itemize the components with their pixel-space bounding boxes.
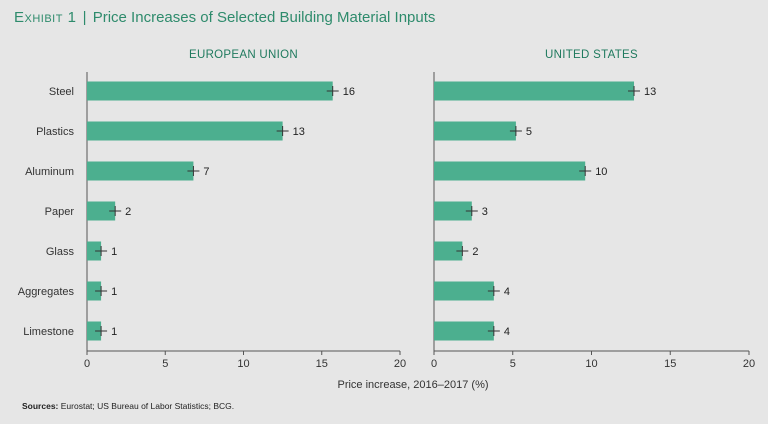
- bar-european-union-glass: [87, 241, 102, 261]
- title-text: Price Increases of Selected Building Mat…: [92, 9, 436, 26]
- chart-title: Exhibit 1 | Price Increases of Selected …: [14, 9, 435, 26]
- category-label-aggregates: Aggregates: [18, 286, 75, 298]
- x-tick-label-united-states-5: 5: [510, 358, 516, 370]
- value-label-european-union-aggregates: 1: [111, 286, 117, 298]
- value-label-united-states-aluminum: 10: [595, 166, 607, 178]
- bar-european-union-aggregates: [87, 281, 102, 301]
- bar-united-states-aggregates: [434, 281, 494, 301]
- value-label-european-union-plastics: 13: [293, 126, 305, 138]
- value-label-united-states-aggregates: 4: [504, 286, 510, 298]
- bar-united-states-paper: [434, 201, 472, 221]
- panel-title-european-union: EUROPEAN UNION: [189, 49, 298, 61]
- bar-united-states-glass: [434, 241, 463, 261]
- value-label-united-states-steel: 13: [644, 86, 656, 98]
- value-label-european-union-limestone: 1: [111, 326, 117, 338]
- panel-title-united-states: UNITED STATES: [545, 49, 638, 61]
- value-label-united-states-plastics: 5: [526, 126, 532, 138]
- x-tick-label-european-union-15: 15: [316, 358, 328, 370]
- title-separator: |: [82, 9, 87, 26]
- x-tick-label-european-union-10: 10: [237, 358, 249, 370]
- sources-note: Sources: Eurostat; US Bureau of Labor St…: [22, 401, 234, 411]
- x-tick-label-european-union-0: 0: [84, 358, 90, 370]
- bar-united-states-limestone: [434, 321, 494, 341]
- x-tick-label-european-union-20: 20: [394, 358, 406, 370]
- chart-area: Steel Plastics Aluminum Paper Glass Aggregate…: [18, 49, 755, 391]
- category-label-limestone: Limestone: [23, 326, 74, 338]
- sources-text: Eurostat; US Bureau of Labor Statistics;…: [60, 401, 235, 411]
- bar-european-union-plastics: [87, 121, 283, 141]
- x-tick-label-united-states-20: 20: [743, 358, 755, 370]
- value-label-united-states-paper: 3: [482, 206, 488, 218]
- category-label-glass: Glass: [46, 246, 75, 258]
- x-tick-label-united-states-0: 0: [431, 358, 437, 370]
- value-label-united-states-glass: 2: [472, 246, 478, 258]
- value-label-united-states-limestone: 4: [504, 326, 510, 338]
- x-tick-label-united-states-15: 15: [664, 358, 676, 370]
- category-label-steel: Steel: [49, 86, 74, 98]
- bar-united-states-aluminum: [434, 161, 586, 181]
- x-axis-label: Price increase, 2016–2017 (%): [337, 379, 488, 391]
- category-label-aluminum: Aluminum: [25, 166, 74, 178]
- category-label-plastics: Plastics: [36, 126, 74, 138]
- x-tick-label-european-union-5: 5: [162, 358, 168, 370]
- bar-european-union-paper: [87, 201, 116, 221]
- exhibit-label: Exhibit 1: [14, 9, 77, 26]
- bar-european-union-steel: [87, 81, 333, 101]
- value-label-european-union-paper: 2: [125, 206, 131, 218]
- bar-united-states-steel: [434, 81, 635, 101]
- category-label-paper: Paper: [45, 206, 75, 218]
- value-label-european-union-glass: 1: [111, 246, 117, 258]
- bar-european-union-limestone: [87, 321, 102, 341]
- sources-label: Sources:: [22, 401, 59, 411]
- x-tick-label-united-states-10: 10: [585, 358, 597, 370]
- value-label-european-union-steel: 16: [343, 86, 355, 98]
- bar-european-union-aluminum: [87, 161, 194, 181]
- bar-united-states-plastics: [434, 121, 516, 141]
- value-label-european-union-aluminum: 7: [203, 166, 209, 178]
